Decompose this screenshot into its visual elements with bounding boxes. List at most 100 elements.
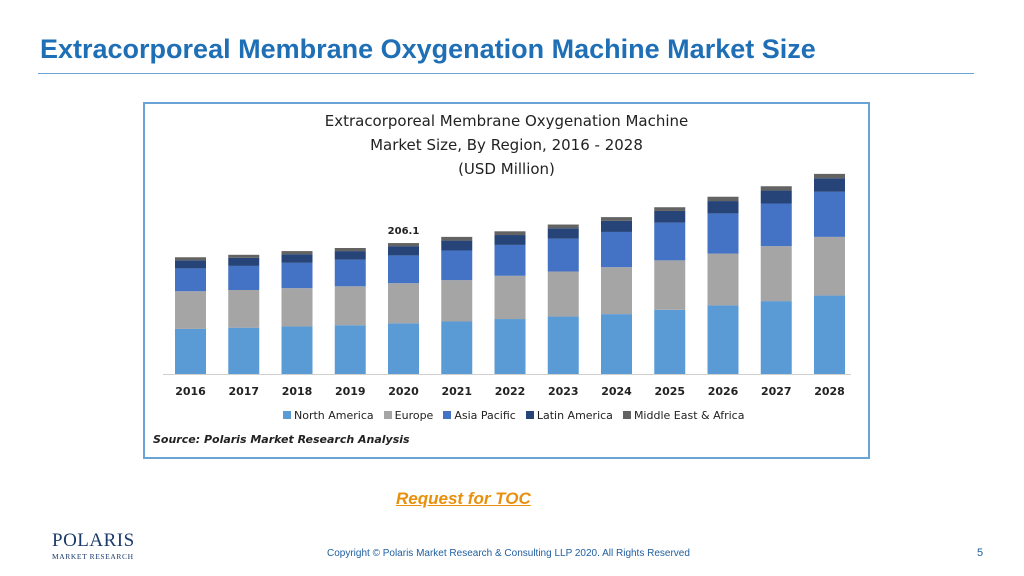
legend-label-2: Asia Pacific	[454, 408, 516, 422]
bar-2016-series-1	[175, 291, 206, 329]
bar-2023-series-3	[547, 228, 579, 239]
bar-2026-series-1	[707, 253, 739, 306]
bar-2023-series-2	[547, 238, 579, 272]
x-tick-label-2018: 2018	[282, 385, 313, 398]
source-note: Source: Polaris Market Research Analysis	[153, 433, 410, 446]
bar-2028-series-2	[814, 191, 845, 237]
x-tick-label-2026: 2026	[708, 385, 739, 398]
bar-2016-series-2	[175, 268, 206, 292]
x-tick-label-2021: 2021	[441, 385, 472, 398]
bar-2020-series-0	[388, 323, 419, 374]
title-divider	[38, 73, 974, 74]
legend-swatch-0	[283, 411, 291, 419]
bar-2022-series-4	[494, 231, 526, 236]
bar-2028-series-4	[814, 173, 845, 179]
bar-2024-series-2	[601, 231, 632, 268]
legend-label-0: North America	[294, 408, 374, 422]
x-tick-label-2027: 2027	[761, 385, 792, 398]
legend-item-1: Europe	[383, 408, 434, 422]
chart-frame: Extracorporeal Membrane Oxygenation Mach…	[143, 102, 870, 459]
bar-2017-series-0	[228, 327, 260, 374]
legend-item-4: Middle East & Africa	[622, 408, 745, 422]
legend-swatch-2	[443, 411, 452, 419]
bar-2016-series-4	[175, 257, 206, 261]
bar-2022-series-0	[494, 319, 526, 374]
bar-2019-series-0	[334, 325, 366, 374]
legend-label-1: Europe	[394, 408, 434, 422]
bar-2019-series-4	[334, 248, 366, 252]
bar-2019-series-3	[334, 251, 366, 260]
bar-2022-series-2	[494, 244, 526, 276]
bar-2019-series-1	[334, 286, 366, 326]
bar-2027-series-2	[760, 203, 792, 247]
bar-2025-series-4	[654, 207, 686, 211]
bar-2022-series-3	[494, 235, 526, 245]
bar-2027-series-4	[760, 186, 792, 191]
polaris-logo: POLARIS MARKET RESEARCH	[52, 531, 134, 561]
bar-2024-series-4	[601, 217, 632, 221]
slide-title: Extracorporeal Membrane Oxygenation Mach…	[40, 34, 816, 64]
bar-2023-series-1	[547, 271, 579, 317]
bar-2024-series-3	[601, 220, 632, 232]
bar-2024-series-1	[601, 267, 632, 315]
bar-2025-series-0	[654, 309, 686, 374]
bar-2026-series-3	[707, 201, 739, 214]
request-toc-link[interactable]: Request for TOC	[396, 489, 531, 508]
bar-2016-series-3	[175, 260, 206, 269]
legend-item-0: North America	[283, 409, 374, 422]
chart-legend: North America Europe Asia Pacific Latin Ame…	[283, 407, 744, 423]
x-tick-label-2028: 2028	[814, 385, 845, 398]
page-number: 5	[977, 547, 984, 559]
legend-item-2: Asia Pacific	[443, 409, 516, 422]
legend-label-4: Middle East & Africa	[633, 408, 745, 422]
bar-2028-series-1	[814, 236, 845, 296]
bar-2021-series-3	[441, 240, 473, 251]
bar-2020-series-1	[388, 283, 419, 324]
chart-title-line-2: Market Size, By Region, 2016 - 2028	[370, 136, 643, 154]
legend-swatch-3	[525, 411, 534, 419]
bar-2026-series-0	[707, 305, 739, 374]
bar-2017-series-3	[228, 257, 260, 266]
chart-title-line-1: Extracorporeal Membrane Oxygenation Mach…	[324, 112, 689, 130]
stacked-bar-chart: 2016 2017 2018 2019 2020 206.1 2021 2022 2023 202…	[163, 173, 851, 398]
bar-2020-series-4	[388, 243, 419, 247]
bar-2017-series-4	[228, 254, 260, 258]
bar-2025-series-2	[654, 222, 686, 261]
x-tick-label-2017: 2017	[228, 385, 259, 398]
bar-2021-series-1	[441, 280, 473, 322]
logo-subtitle: MARKET RESEARCH	[52, 552, 134, 561]
data-label-2020: 206.1	[388, 226, 420, 237]
bar-2023-series-4	[547, 224, 579, 229]
bar-2025-series-3	[654, 210, 686, 223]
legend-swatch-4	[622, 411, 631, 419]
x-tick-label-2019: 2019	[335, 385, 366, 398]
bar-2022-series-1	[494, 275, 526, 320]
bar-2016-series-0	[175, 328, 206, 374]
bar-2018-series-1	[281, 288, 313, 327]
x-tick-label-2025: 2025	[654, 385, 685, 398]
bar-2018-series-3	[281, 254, 313, 263]
bar-2018-series-0	[281, 326, 313, 374]
chart-title-line-3: (USD Million)	[458, 160, 555, 178]
bar-2027-series-3	[760, 190, 792, 204]
x-tick-label-2022: 2022	[495, 385, 526, 398]
chart-title: Extracorporeal Membrane Oxygenation Mach…	[145, 109, 868, 181]
x-tick-label-2020: 2020	[388, 385, 419, 398]
legend-swatch-1	[383, 411, 392, 419]
bar-2024-series-0	[601, 314, 632, 374]
bar-2021-series-2	[441, 250, 473, 281]
bar-2026-series-2	[707, 213, 739, 254]
bar-2023-series-0	[547, 316, 579, 374]
bar-2020-series-2	[388, 255, 419, 284]
x-tick-label-2023: 2023	[548, 385, 579, 398]
bar-2021-series-4	[441, 236, 473, 241]
bar-2028-series-0	[814, 295, 845, 374]
bar-2027-series-1	[760, 246, 792, 302]
legend-item-3: Latin America	[525, 408, 613, 422]
bar-2025-series-1	[654, 260, 686, 310]
bar-2021-series-0	[441, 321, 473, 374]
bar-2018-series-4	[281, 251, 313, 255]
legend-label-3: Latin America	[536, 408, 613, 422]
x-tick-label-2024: 2024	[601, 385, 632, 398]
bar-2017-series-1	[228, 290, 260, 328]
